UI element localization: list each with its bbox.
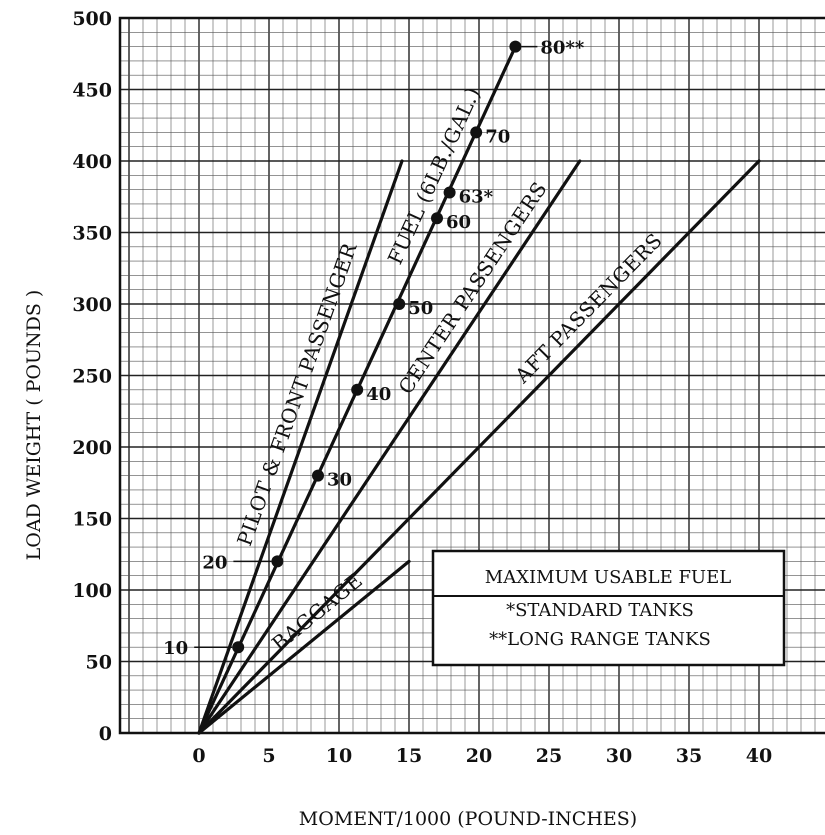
legend-entry-standard: *STANDARD TANKS <box>506 600 694 621</box>
y-tick-label: 50 <box>86 652 112 674</box>
x-axis-title: MOMENT/1000 (POUND-INCHES) <box>299 808 637 830</box>
fuel-point-label: 63* <box>459 186 494 207</box>
series-line <box>197 159 582 735</box>
x-tick-label: 5 <box>262 745 275 767</box>
series-label: AFT PASSENGERS <box>510 228 667 388</box>
y-axis-title: LOAD WEIGHT ( POUNDS ) <box>23 290 45 561</box>
y-tick-label: 0 <box>99 723 112 745</box>
y-tick-label: 100 <box>72 580 112 602</box>
fuel-point <box>232 641 245 654</box>
fuel-point <box>393 298 406 310</box>
x-tick-label: 15 <box>396 745 422 767</box>
x-tick-label: 25 <box>536 745 562 767</box>
x-tick-label: 0 <box>192 745 205 767</box>
fuel-point-label: 20 <box>202 552 227 573</box>
legend: MAXIMUM USABLE FUEL *STANDARD TANKS **LO… <box>431 549 786 667</box>
series-label: BAGGAGE <box>267 568 367 656</box>
y-tick-label: 400 <box>72 151 112 173</box>
x-tick-label: 30 <box>606 745 632 767</box>
series-lines <box>197 44 761 735</box>
x-tick-label: 20 <box>466 745 492 767</box>
plot-frame <box>118 16 825 735</box>
fuel-point-label: 10 <box>163 638 188 659</box>
fuel-point <box>431 212 443 225</box>
fuel-points: 10 20 30 40 50 60 63* 70 80** <box>163 38 585 660</box>
y-tick-label: 150 <box>72 509 112 531</box>
fuel-point <box>443 186 456 199</box>
fuel-point <box>271 555 284 568</box>
legend-title: MAXIMUM USABLE FUEL <box>485 567 731 588</box>
fuel-point-label: 70 <box>485 126 510 147</box>
fuel-point <box>470 126 483 139</box>
fuel-point-label: 80** <box>540 38 584 59</box>
fuel-point-label: 30 <box>327 470 352 491</box>
x-tick-label: 40 <box>746 745 772 767</box>
y-tick-label: 350 <box>72 223 112 245</box>
y-tick-label: 300 <box>72 294 112 316</box>
series-line <box>197 159 761 735</box>
fuel-point <box>312 469 324 482</box>
legend-entry-long-range: **LONG RANGE TANKS <box>489 629 711 650</box>
fuel-point-label: 50 <box>408 298 433 319</box>
fuel-point-label: 40 <box>366 384 391 405</box>
y-tick-label: 250 <box>72 366 112 388</box>
fuel-point <box>351 383 364 396</box>
series-line <box>197 559 411 735</box>
series-line <box>197 159 404 735</box>
fuel-point <box>509 40 522 53</box>
axes: 0 5 10 15 20 25 30 35 40050100150200250300350400… <box>72 8 825 767</box>
x-tick-label: 10 <box>326 745 352 767</box>
fuel-point-label: 60 <box>446 212 471 233</box>
x-tick-label: 35 <box>676 745 702 767</box>
y-tick-label: 450 <box>72 80 112 102</box>
y-tick-label: 200 <box>72 437 112 459</box>
y-tick-label: 500 <box>72 8 112 30</box>
